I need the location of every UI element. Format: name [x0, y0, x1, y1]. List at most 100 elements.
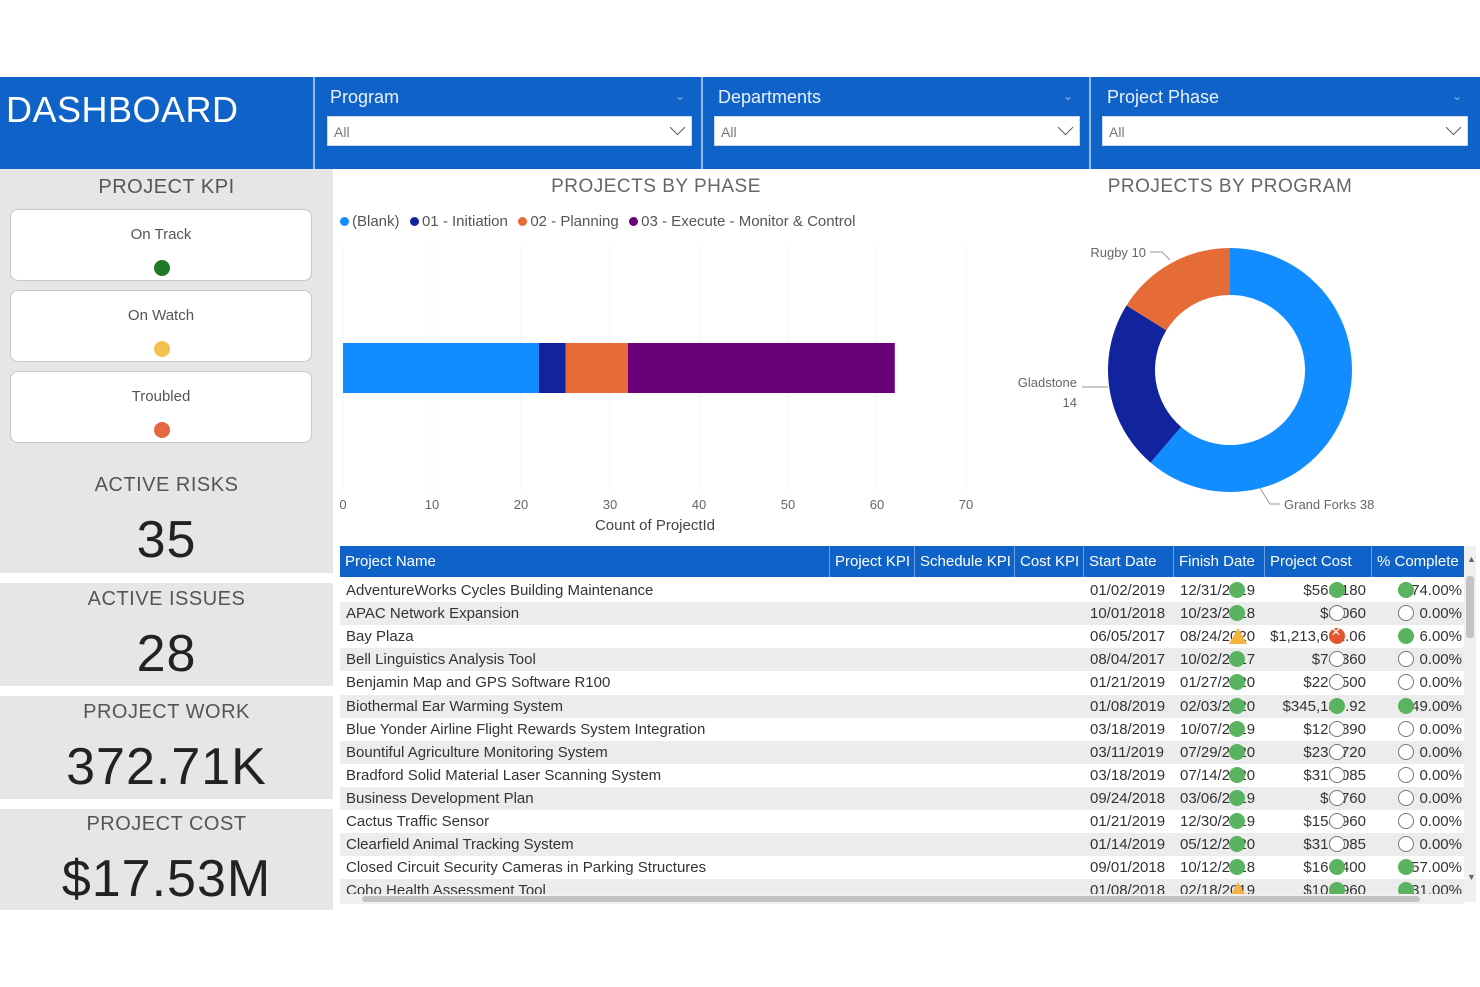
slicer-program-value: All [334, 124, 350, 140]
slicer-departments-dropdown[interactable]: All [714, 116, 1080, 146]
percent-complete-cell: 49.00% [1411, 697, 1462, 715]
column-header-cost-kpi[interactable]: Cost KPI [1015, 546, 1084, 577]
program-donut-chart: Rugby 10 Gladstone 14 Grand Forks 38 [1018, 245, 1375, 512]
column-header-project-name[interactable]: Project Name [340, 546, 830, 577]
finish-date-cell: 10/07/2019 [1180, 720, 1256, 738]
empty-status-icon [1329, 674, 1345, 691]
legend-label: 02 - Planning [530, 213, 619, 230]
table-row[interactable]: Bay Plaza 06/05/2017 08/24/2020 $1,213,602.… [340, 625, 1464, 648]
chevron-down-icon[interactable]: ⌄ [1451, 89, 1462, 103]
table-row[interactable]: Blue Yonder Airline Flight Rewards Syste… [340, 718, 1464, 741]
green-status-icon [1229, 697, 1245, 714]
legend-item[interactable]: 01 - Initiation [409, 213, 508, 230]
project-name-cell: Bradford Solid Material Laser Scanning S… [346, 766, 662, 784]
bar-segment [565, 343, 628, 393]
column-header-start-date[interactable]: Start Date [1084, 546, 1174, 577]
percent-complete-cell: 6.00% [1419, 628, 1462, 646]
percent-complete-cell: 0.00% [1419, 813, 1462, 830]
finish-date-cell: 10/23/2018 [1180, 605, 1256, 623]
project-work-title: PROJECT WORK [83, 701, 250, 723]
legend-dot-icon [518, 216, 528, 226]
table-header: Project Name Project KPI Schedule KPI Co… [340, 546, 1464, 577]
scroll-down-icon[interactable]: ▼ [1467, 872, 1476, 882]
project-cost-cell: $229,500 [1265, 671, 1366, 694]
table-row[interactable]: Closed Circuit Security Cameras in Parki… [340, 856, 1464, 879]
column-header-schedule-kpi[interactable]: Schedule KPI [915, 546, 1015, 577]
slicer-departments[interactable]: Departments ⌄ All [703, 77, 1089, 169]
yellow-status-icon [154, 341, 170, 357]
percent-complete-cell: 0.00% [1419, 836, 1462, 854]
empty-status-icon [1398, 743, 1414, 760]
green-status-icon [1229, 743, 1245, 760]
x-tick-label: 10 [425, 497, 439, 512]
percent-complete-cell: 0.00% [1419, 743, 1462, 761]
table-row[interactable]: Bountiful Agriculture Monitoring System 0… [340, 740, 1464, 764]
slicer-program[interactable]: Program ⌄ All [316, 77, 701, 169]
red-status-icon [154, 422, 170, 438]
green-status-icon [154, 260, 170, 276]
divider [0, 686, 333, 696]
empty-status-icon [1398, 836, 1414, 853]
green-status-icon [1229, 789, 1245, 806]
table-row[interactable]: Business Development Plan 09/24/2018 03/06… [340, 786, 1464, 810]
scrollbar-thumb[interactable] [362, 896, 1420, 902]
column-header-finish-date[interactable]: Finish Date [1174, 546, 1265, 577]
chevron-down-icon[interactable] [669, 119, 686, 136]
table-row[interactable]: Cactus Traffic Sensor 01/21/2019 12/30/201… [340, 810, 1464, 833]
start-date-cell: 01/08/2019 [1090, 697, 1166, 715]
empty-status-icon [1329, 789, 1345, 806]
column-header-project-cost[interactable]: Project Cost [1265, 546, 1372, 577]
start-date-cell: 01/08/2018 [1090, 882, 1166, 895]
legend-item[interactable]: 03 - Execute - Monitor & Control [629, 213, 855, 230]
table-row[interactable]: Benjamin Map and GPS Software R100 01/21/… [340, 671, 1464, 694]
data-label: Grand Forks 38 [1284, 497, 1374, 512]
dashboard-title: DASHBOARD [6, 89, 239, 130]
legend-item[interactable]: (Blank) [340, 213, 400, 230]
x-tick-label: 30 [603, 497, 617, 512]
table-row[interactable]: APAC Network Expansion 10/01/2018 10/23/20… [340, 602, 1464, 626]
green-status-icon [1329, 582, 1345, 598]
table-row[interactable]: Bell Linguistics Analysis Tool 08/04/2017… [340, 648, 1464, 672]
slicer-phase-dropdown[interactable]: All [1102, 116, 1468, 146]
percent-complete-cell: 74.00% [1411, 582, 1462, 599]
legend-item[interactable]: 02 - Planning [518, 213, 619, 230]
scroll-up-icon[interactable]: ▲ [1467, 554, 1476, 564]
vertical-scrollbar[interactable]: ▲ ▼ [1464, 546, 1476, 902]
green-status-icon [1329, 859, 1345, 876]
scrollbar-thumb[interactable] [1466, 576, 1474, 638]
program-chart-title: PROJECTS BY PROGRAM [1107, 176, 1353, 197]
slicer-program-label: Program [330, 87, 400, 107]
table-row[interactable]: Coho Health Assessment Tool 01/08/2018 02/… [340, 879, 1464, 895]
percent-complete-cell: 0.00% [1419, 674, 1462, 692]
kpi-card-on-track[interactable]: On Track [10, 209, 312, 281]
project-name-cell: Bell Linguistics Analysis Tool [346, 651, 536, 669]
active-risks-title: ACTIVE RISKS [94, 474, 239, 496]
project-cost-cell: $319,085 [1265, 833, 1366, 856]
data-label: Rugby 10 [1090, 245, 1146, 260]
slicer-project-phase[interactable]: Project Phase ⌄ All [1091, 77, 1480, 169]
green-status-icon [1229, 605, 1245, 622]
chevron-down-icon[interactable]: ⌄ [1062, 89, 1073, 103]
table-row[interactable]: Biothermal Ear Warming System 01/08/2019 0… [340, 694, 1464, 718]
x-tick-label: 0 [339, 497, 346, 512]
project-cost-cell: $8,060 [1265, 602, 1366, 625]
column-header-percent-complete[interactable]: % Complete [1377, 553, 1459, 570]
column-header-project-kpi[interactable]: Project KPI [830, 546, 915, 577]
finish-date-cell: 07/14/2020 [1180, 766, 1256, 784]
table-row[interactable]: AdventureWorks Cycles Building Maintenan… [340, 579, 1464, 602]
start-date-cell: 10/01/2018 [1090, 605, 1166, 623]
kpi-card-troubled[interactable]: Troubled [10, 371, 312, 443]
project-name-cell: Benjamin Map and GPS Software R100 [346, 674, 611, 692]
table-row[interactable]: Clearfield Animal Tracking System 01/14/2… [340, 833, 1464, 857]
chevron-down-icon[interactable] [1057, 119, 1074, 136]
green-status-icon [1229, 766, 1245, 783]
error-x-icon [1329, 625, 1345, 645]
kpi-card-on-watch[interactable]: On Watch [10, 290, 312, 362]
horizontal-scrollbar[interactable] [340, 894, 1464, 904]
legend-label: 03 - Execute - Monitor & Control [641, 213, 856, 230]
chevron-down-icon[interactable] [1445, 119, 1462, 136]
table-row[interactable]: Bradford Solid Material Laser Scanning S… [340, 764, 1464, 787]
chevron-down-icon[interactable]: ⌄ [674, 89, 685, 103]
slicer-program-dropdown[interactable]: All [327, 116, 692, 146]
empty-status-icon [1398, 789, 1414, 806]
